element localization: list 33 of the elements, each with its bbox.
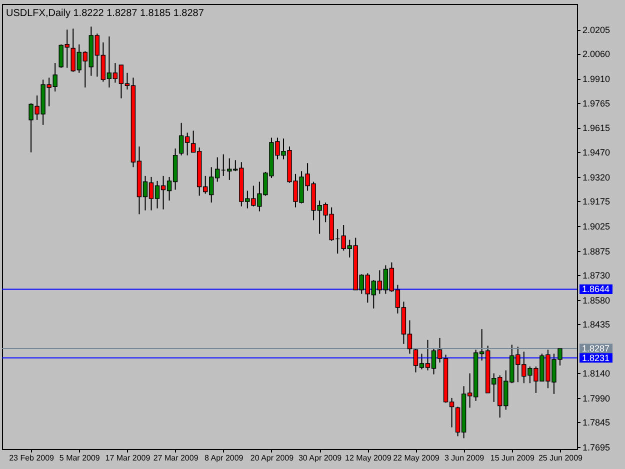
y-tick-label: 1.9025 <box>582 221 610 232</box>
ref-line-label: 1.8231 <box>582 352 610 363</box>
y-tick-label: 1.9910 <box>582 74 610 84</box>
x-tick-label: 3 Jun 2009 <box>444 454 485 462</box>
x-tick-label: 5 Mar 2009 <box>59 454 100 462</box>
x-tick-label: 15 Jun 2009 <box>490 454 535 462</box>
y-tick-label: 1.8140 <box>582 368 610 379</box>
y-tick-label: 1.8730 <box>582 270 610 280</box>
chart-title: USDLFX,Daily 1.8222 1.8287 1.8185 1.8287 <box>6 8 204 19</box>
ref-line-label: 1.8644 <box>582 284 610 294</box>
y-tick-label: 1.8875 <box>582 246 610 256</box>
y-tick-label: 1.9470 <box>582 147 610 158</box>
x-tick-label: 25 Jun 2009 <box>538 454 584 462</box>
x-tick-label: 12 May 2009 <box>345 454 392 462</box>
x-tick-label: 17 Mar 2009 <box>105 454 151 462</box>
y-tick-label: 2.0060 <box>582 49 610 60</box>
x-tick-label: 27 Mar 2009 <box>153 454 199 462</box>
x-tick-label: 20 Apr 2009 <box>250 454 294 462</box>
y-tick-label: 1.9320 <box>582 172 610 182</box>
x-tick-label: 22 May 2009 <box>393 454 440 462</box>
y-tick-label: 1.9175 <box>582 196 610 206</box>
y-tick-label: 1.7990 <box>582 393 610 404</box>
x-tick-label: 23 Feb 2009 <box>9 454 55 462</box>
y-tick-label: 1.9765 <box>582 98 610 108</box>
y-tick-label: 1.8580 <box>582 295 610 306</box>
x-tick-label: 8 Apr 2009 <box>204 454 244 462</box>
ref-line-label: 1.8287 <box>582 344 610 354</box>
y-tick-label: 1.9615 <box>582 123 610 134</box>
x-tick-label: 30 Apr 2009 <box>298 454 342 462</box>
y-tick-label: 2.0205 <box>582 25 610 36</box>
y-tick-label: 1.8435 <box>582 319 610 330</box>
y-tick-label: 1.7695 <box>582 442 610 453</box>
y-tick-label: 1.7845 <box>582 418 610 428</box>
